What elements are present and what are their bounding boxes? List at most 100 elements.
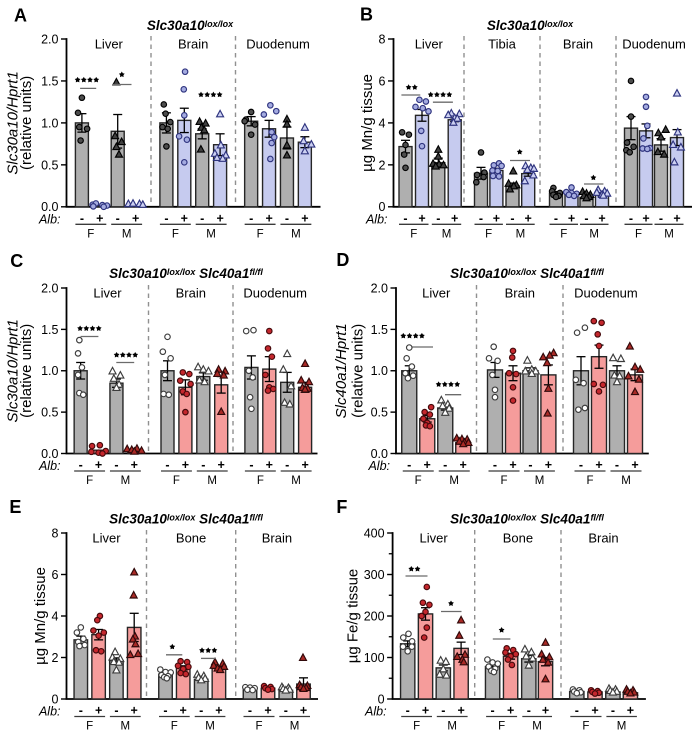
- svg-text:M: M: [621, 475, 631, 487]
- svg-text:Brain: Brain: [262, 531, 292, 546]
- svg-text:-: -: [79, 458, 83, 472]
- svg-text:F: F: [500, 475, 507, 487]
- svg-text:-: -: [493, 458, 497, 472]
- svg-text:+: +: [509, 458, 516, 472]
- svg-text:(relative units): (relative units): [18, 324, 35, 418]
- svg-text:Slc40a1/Hprt1: Slc40a1/Hprt1: [333, 323, 350, 418]
- svg-text:+: +: [507, 704, 514, 718]
- svg-text:+: +: [418, 211, 425, 225]
- svg-text:F: F: [255, 721, 262, 733]
- svg-text:0.0: 0.0: [41, 200, 58, 214]
- svg-text:F: F: [485, 228, 492, 240]
- svg-text:+: +: [216, 211, 223, 225]
- svg-text:+: +: [131, 704, 138, 718]
- svg-text:+: +: [96, 211, 103, 225]
- svg-text:-: -: [584, 211, 588, 225]
- svg-text:M: M: [291, 228, 301, 240]
- svg-text:M: M: [290, 721, 300, 733]
- svg-text:100: 100: [364, 651, 385, 665]
- svg-text:-: -: [249, 211, 253, 225]
- svg-text:+: +: [598, 211, 605, 225]
- svg-text:-: -: [406, 704, 410, 718]
- svg-text:0: 0: [52, 692, 59, 706]
- svg-text:0.0: 0.0: [371, 447, 388, 461]
- svg-text:-: -: [165, 458, 169, 472]
- svg-text:M: M: [449, 475, 459, 487]
- svg-text:-: -: [248, 704, 252, 718]
- svg-text:+: +: [132, 211, 139, 225]
- svg-text:Bone: Bone: [503, 531, 533, 546]
- svg-text:-: -: [285, 211, 289, 225]
- svg-text:F: F: [410, 228, 417, 240]
- svg-text:+: +: [95, 704, 102, 718]
- svg-text:-: -: [611, 704, 615, 718]
- svg-text:2.0: 2.0: [41, 281, 58, 295]
- svg-text:Liver: Liver: [415, 37, 444, 52]
- svg-text:C: C: [10, 251, 23, 271]
- svg-text:Brain: Brain: [176, 286, 206, 301]
- svg-text:B: B: [360, 5, 373, 25]
- svg-text:8: 8: [379, 32, 386, 46]
- svg-text:Slc30a10lox/lox Slc40a1fl/fl: Slc30a10lox/lox Slc40a1fl/fl: [450, 512, 604, 527]
- svg-text:+: +: [673, 211, 680, 225]
- svg-text:Brain: Brain: [178, 37, 208, 52]
- svg-text:µg Fe/g tissue: µg Fe/g tissue: [345, 569, 362, 664]
- svg-text:+: +: [95, 458, 102, 472]
- svg-text:Slc30a10lox/lox Slc40a1fl/fl: Slc30a10lox/lox Slc40a1fl/fl: [450, 266, 604, 281]
- svg-text:+: +: [424, 458, 431, 472]
- svg-text:F: F: [336, 497, 347, 517]
- svg-text:-: -: [199, 704, 203, 718]
- svg-text:0.0: 0.0: [41, 447, 58, 461]
- svg-text:2: 2: [52, 651, 59, 665]
- svg-text:0.5: 0.5: [41, 406, 58, 420]
- svg-text:+: +: [301, 211, 308, 225]
- svg-text:M: M: [206, 228, 216, 240]
- svg-text:M: M: [122, 228, 132, 240]
- svg-text:Slc30a10lox/lox: Slc30a10lox/lox: [147, 18, 234, 33]
- svg-text:-: -: [528, 458, 532, 472]
- svg-text:+: +: [460, 458, 467, 472]
- svg-text:+: +: [131, 458, 138, 472]
- svg-text:-: -: [629, 211, 633, 225]
- svg-text:Alb:: Alb:: [38, 705, 61, 719]
- svg-text:-: -: [284, 704, 288, 718]
- svg-text:-: -: [80, 211, 84, 225]
- svg-text:-: -: [116, 211, 120, 225]
- svg-text:6: 6: [52, 568, 59, 582]
- svg-text:-: -: [479, 211, 483, 225]
- svg-text:M: M: [617, 721, 627, 733]
- svg-text:-: -: [407, 458, 411, 472]
- svg-text:Brain: Brain: [563, 37, 593, 52]
- svg-text:F: F: [415, 475, 422, 487]
- svg-text:-: -: [527, 704, 531, 718]
- svg-text:-: -: [659, 211, 663, 225]
- svg-text:Alb:: Alb:: [38, 459, 61, 473]
- svg-text:-: -: [441, 704, 445, 718]
- svg-text:1.5: 1.5: [41, 74, 58, 88]
- svg-text:(relative units): (relative units): [350, 324, 367, 418]
- svg-text:M: M: [447, 721, 457, 733]
- svg-text:M: M: [121, 721, 131, 733]
- svg-text:Alb:: Alb:: [365, 212, 388, 226]
- svg-text:+: +: [595, 458, 602, 472]
- svg-text:-: -: [114, 458, 118, 472]
- svg-text:(relative units): (relative units): [18, 76, 35, 170]
- svg-text:+: +: [264, 704, 271, 718]
- svg-text:+: +: [301, 458, 308, 472]
- svg-text:Liver: Liver: [422, 286, 451, 301]
- svg-text:+: +: [525, 211, 532, 225]
- svg-text:E: E: [9, 497, 21, 517]
- svg-text:0.5: 0.5: [371, 406, 388, 420]
- svg-text:+: +: [215, 704, 222, 718]
- svg-text:F: F: [498, 721, 505, 733]
- svg-text:Slc30a10lox/lox Slc40a1fl/fl: Slc30a10lox/lox Slc40a1fl/fl: [109, 512, 263, 527]
- svg-text:Slc30a10lox/lox Slc40a1fl/fl: Slc30a10lox/lox Slc40a1fl/fl: [109, 266, 263, 281]
- svg-text:4: 4: [52, 609, 59, 623]
- svg-text:Alb:: Alb:: [367, 459, 390, 473]
- svg-text:F: F: [86, 721, 93, 733]
- svg-text:M: M: [207, 475, 217, 487]
- svg-text:2.0: 2.0: [41, 32, 58, 46]
- svg-text:F: F: [171, 721, 178, 733]
- svg-text:8: 8: [52, 526, 59, 540]
- svg-text:Brain: Brain: [505, 286, 535, 301]
